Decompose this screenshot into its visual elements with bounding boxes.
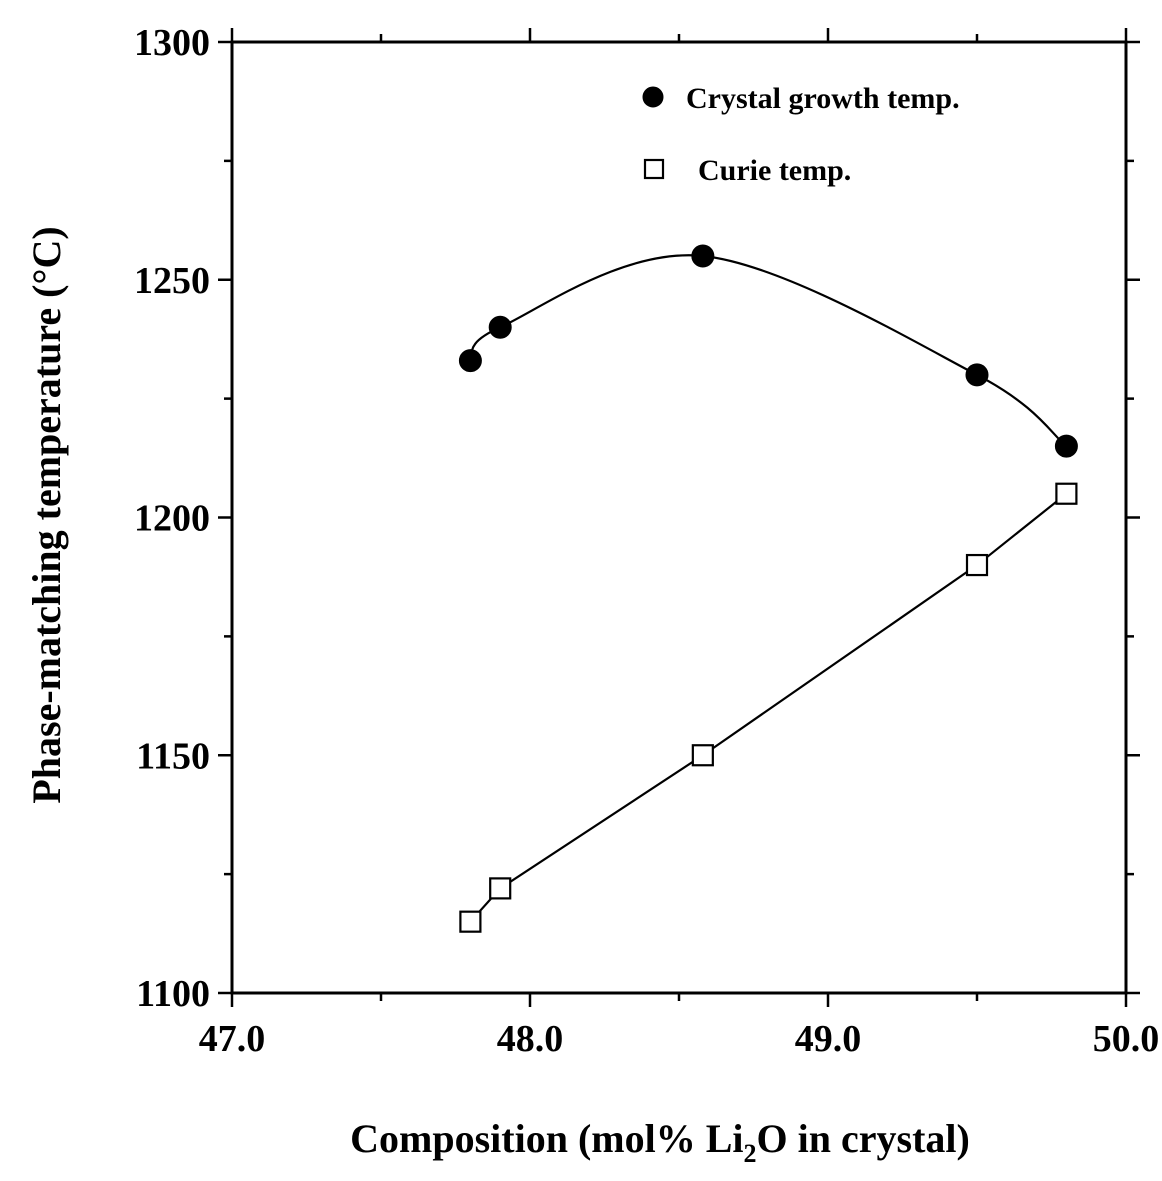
x-axis-ticks: 47.0 48.0 49.0 50.0 (199, 28, 1160, 1060)
series-line-crystal-growth (469, 254, 1068, 448)
legend-label-crystal-growth: Crystal growth temp. (686, 82, 960, 115)
y-axis-title: Phase-matching temperature (°C) (24, 226, 69, 803)
data-point-crystal-growth (1054, 434, 1078, 458)
data-point-curie (489, 877, 512, 900)
y-tick-label: 1300 (134, 22, 210, 64)
y-tick-label: 1100 (136, 973, 210, 1015)
plot-border (230, 40, 1128, 995)
data-point-crystal-growth (965, 363, 989, 387)
legend-marker-crystal-growth (642, 86, 664, 108)
series-lines (469, 254, 1068, 923)
data-point-curie (965, 553, 989, 577)
data-point-curie (691, 744, 714, 767)
plot-frame (230, 40, 1128, 995)
x-tick-label: 50.0 (1093, 1018, 1160, 1060)
x-axis-title: Composition (mol% Li2O in crystal) (350, 1116, 970, 1168)
data-point-curie (1055, 482, 1078, 505)
data-point-crystal-growth (458, 349, 482, 373)
y-axis-ticks: 1100 1150 1200 1250 1300 (134, 22, 1140, 1015)
x-axis-title-tail: O in crystal) (757, 1116, 970, 1161)
y-tick-label: 1150 (136, 735, 210, 777)
x-tick-label: 47.0 (199, 1018, 266, 1060)
y-tick-label: 1200 (134, 498, 210, 540)
x-tick-label: 48.0 (497, 1018, 564, 1060)
series-points (458, 244, 1078, 933)
data-point-curie (459, 910, 482, 933)
legend-marker-curie (643, 158, 665, 180)
y-tick-label: 1250 (134, 260, 210, 302)
x-axis-title-main: Composition (mol% Li (350, 1116, 743, 1161)
legend-label-curie: Curie temp. (698, 154, 851, 187)
data-point-crystal-growth (691, 244, 715, 268)
x-axis-title-subscript: 2 (744, 1139, 757, 1168)
x-tick-label: 49.0 (795, 1018, 862, 1060)
legend: Crystal growth temp. Curie temp. (642, 82, 960, 187)
data-point-crystal-growth (488, 315, 512, 339)
